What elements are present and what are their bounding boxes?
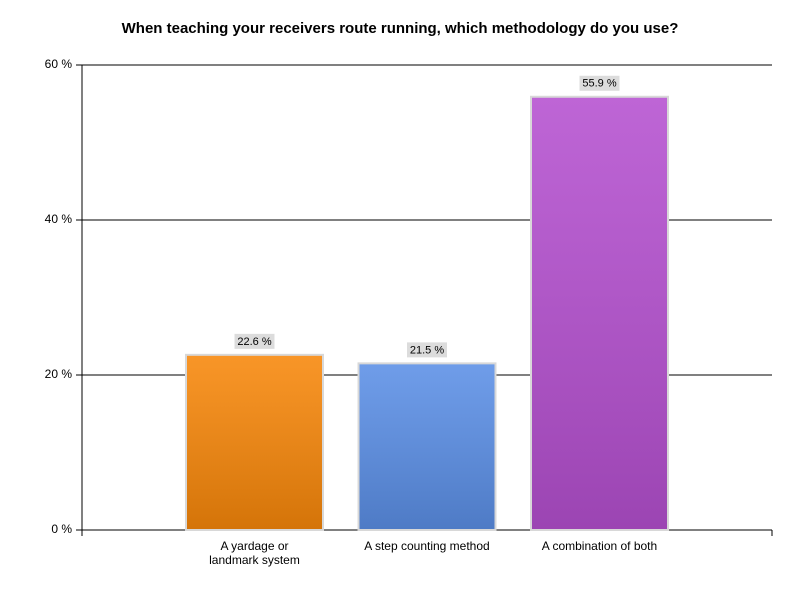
value-label-box <box>407 342 447 358</box>
y-tick-label: 40 % <box>45 212 73 226</box>
value-label: 21.5 % <box>410 344 444 356</box>
value-label-box <box>234 333 275 349</box>
chart-title: When teaching your receivers route runni… <box>122 20 679 37</box>
x-tick-label: A combination of both <box>541 539 658 553</box>
y-tick-label: 60 % <box>45 57 73 71</box>
bar-shade <box>532 97 667 530</box>
value-label: 22.6 % <box>237 336 271 348</box>
bar-shade <box>359 364 495 529</box>
x-tick-label: A step counting method <box>364 539 490 553</box>
value-label: 55.9 % <box>582 78 616 90</box>
bar-shade <box>187 355 322 529</box>
x-tick-label: A yardage or landmark system <box>209 539 300 567</box>
value-label-box <box>579 75 620 91</box>
y-tick-label: 20 % <box>45 367 73 381</box>
y-tick-label: 0 % <box>51 522 72 536</box>
